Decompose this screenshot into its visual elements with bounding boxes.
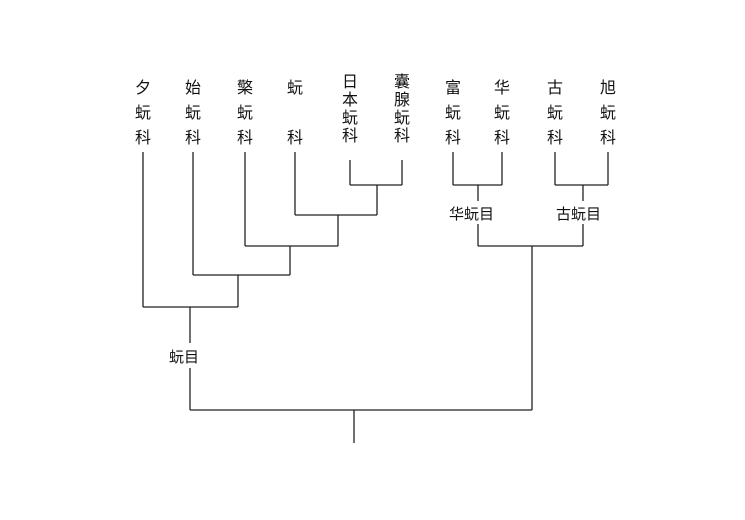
root-clade-label: 蚖目	[168, 346, 201, 367]
leaf-gong: 檠 蚖 科	[231, 76, 259, 150]
leaf-xu-char-2: 蚖	[599, 102, 616, 122]
leaf-xi: 夕 蚖 科	[129, 76, 157, 150]
leaf-yuan-char-1: 蚖	[286, 78, 303, 97]
leaf-hua-char-1: 华	[493, 78, 510, 97]
clade-label-hua-order: 华蚖目	[448, 203, 496, 224]
leaf-xu: 旭 蚖 科	[594, 76, 622, 150]
leaf-gu-char-3: 科	[546, 127, 563, 147]
leaf-riben-char-1: 日	[341, 72, 358, 91]
leaf-gong-char-3: 科	[236, 127, 253, 147]
leaf-yuan-char-2	[281, 101, 309, 126]
leaf-riben-char-4: 科	[341, 125, 358, 145]
leaf-fu: 富 蚖 科	[439, 76, 467, 150]
leaf-shi-char-1: 始	[184, 78, 201, 97]
leaf-shi: 始 蚖 科	[179, 76, 207, 150]
leaf-riben-char-3: 蚖	[341, 107, 358, 127]
leaf-nang: 囊 腺 蚖 科	[388, 73, 416, 145]
leaf-gong-char-2: 蚖	[236, 102, 253, 122]
leaf-hua-char-3: 科	[493, 127, 510, 147]
leaf-shi-char-2: 蚖	[184, 102, 201, 122]
leaf-gong-char-1: 檠	[236, 78, 253, 97]
leaf-xi-char-1: 夕	[134, 78, 151, 97]
leaf-shi-char-3: 科	[184, 127, 201, 147]
leaf-fu-char-3: 科	[444, 127, 461, 147]
leaf-xu-char-3: 科	[599, 127, 616, 147]
leaf-nang-char-1: 囊	[393, 72, 410, 91]
leaf-xu-char-1: 旭	[599, 78, 616, 97]
leaf-xi-char-3: 科	[134, 127, 151, 147]
leaf-riben-char-2: 本	[341, 89, 358, 109]
leaf-hua-char-2: 蚖	[493, 102, 510, 122]
leaf-nang-char-4: 科	[393, 125, 410, 145]
clade-label-gu-order: 古蚖目	[555, 203, 603, 224]
leaf-nang-char-3: 蚖	[393, 107, 410, 127]
leaf-riben: 日 本 蚖 科	[336, 73, 364, 145]
leaf-yuan: 蚖 科	[281, 76, 309, 150]
leaf-xi-char-2: 蚖	[134, 102, 151, 122]
leaf-gu-char-1: 古	[546, 78, 563, 97]
leaf-hua: 华 蚖 科	[488, 76, 516, 150]
leaf-gu-char-2: 蚖	[546, 102, 563, 122]
leaf-fu-char-1: 富	[444, 78, 461, 97]
leaf-yuan-char-3: 科	[286, 127, 303, 147]
leaf-fu-char-2: 蚖	[444, 102, 461, 122]
leaf-gu: 古 蚖 科	[541, 76, 569, 150]
leaf-nang-char-2: 腺	[393, 89, 410, 109]
